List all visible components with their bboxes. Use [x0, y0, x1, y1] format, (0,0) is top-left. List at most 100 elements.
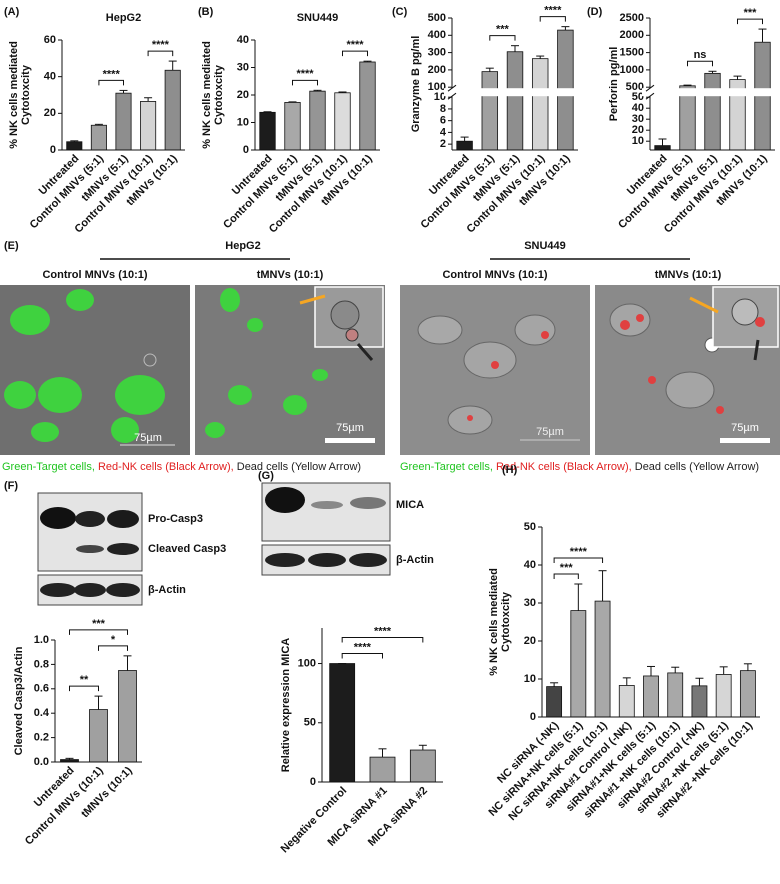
significance-bracket: [341, 653, 383, 659]
panel-label: (G): [258, 470, 274, 482]
break-mark: [447, 84, 457, 92]
panel-label: (A): [4, 6, 20, 18]
break-mark: [645, 84, 655, 92]
caption-item: Dead cells (Yellow Arrow): [635, 461, 759, 473]
y-tick-label: 10: [524, 673, 536, 685]
bar: [309, 90, 326, 151]
bar: [259, 111, 276, 151]
y-tick-label: 0.6: [34, 683, 49, 695]
y-tick-label: 40: [632, 102, 644, 114]
bar: [570, 610, 587, 718]
bar: [594, 600, 611, 718]
significance-label: ****: [152, 39, 170, 51]
bar: [409, 749, 436, 783]
significance-label: ***: [744, 7, 758, 19]
scale-label: 75µm: [731, 422, 759, 434]
y-tick-label: 0.0: [34, 756, 49, 768]
bar: [334, 92, 351, 151]
blot-label: β-Actin: [148, 584, 186, 596]
image-title: tMNVs (10:1): [655, 269, 722, 281]
significance-bracket: [737, 18, 763, 25]
y-tick-label: 100: [428, 81, 446, 93]
bar: [115, 92, 132, 151]
y-axis-label: Cytotoxcity: [213, 64, 225, 125]
bar: [329, 663, 356, 783]
y-axis-label: Cytotoxcity: [500, 591, 512, 652]
scale-label: 75µm: [536, 426, 564, 438]
y-tick-label: 40: [44, 71, 56, 83]
significance-bracket: [147, 50, 174, 57]
significance-label: **: [80, 674, 89, 686]
blot-label: MICA: [396, 499, 424, 511]
y-tick-label: 2000: [620, 29, 644, 41]
caption: Green-Target cells, Red-NK cells (Black …: [400, 461, 759, 473]
significance-bracket: [553, 573, 579, 579]
y-tick-label: 2500: [620, 12, 644, 24]
significance-label: ****: [354, 641, 372, 653]
significance-label: ***: [92, 618, 106, 630]
panel-label: (F): [4, 480, 18, 492]
micrograph: 75µm: [400, 285, 590, 455]
chart-title: SNU449: [297, 12, 339, 24]
western-blot: [37, 492, 143, 606]
y-tick-label: 20: [237, 89, 249, 101]
image-title: Control MNVs (10:1): [442, 269, 547, 281]
chart-title: HepG2: [106, 12, 141, 24]
y-tick-label: 1500: [620, 47, 644, 59]
image-title: Control MNVs (10:1): [42, 269, 147, 281]
bar: [140, 101, 157, 151]
significance-label: ****: [570, 546, 588, 558]
y-axis-label: Cytotoxcity: [20, 64, 32, 125]
break-mark: [447, 92, 457, 100]
significance-bracket: [687, 60, 713, 67]
y-tick-label: 50: [304, 717, 316, 729]
western-blot: [261, 482, 391, 576]
y-tick-label: 500: [428, 12, 446, 24]
significance-label: ns: [694, 49, 707, 61]
bar: [506, 51, 524, 151]
y-tick-label: 1.0: [34, 634, 49, 646]
micrograph: 75µm: [595, 285, 780, 455]
group-title: HepG2: [225, 240, 260, 252]
significance-bracket: [489, 35, 516, 41]
significance-bracket: [98, 645, 128, 651]
group-title: SNU449: [524, 240, 566, 252]
y-tick-label: 60: [44, 34, 56, 46]
y-tick-label: 20: [44, 107, 56, 119]
bar: [359, 61, 376, 151]
significance-bracket: [342, 50, 368, 57]
y-tick-label: 2: [440, 138, 446, 150]
y-tick-label: 6: [440, 115, 446, 127]
significance-label: ****: [544, 5, 562, 17]
image-title: tMNVs (10:1): [257, 269, 324, 281]
bar: [667, 672, 684, 718]
bar: [369, 756, 396, 783]
bar: [284, 102, 301, 151]
y-tick-label: 40: [524, 559, 536, 571]
significance-label: *: [111, 634, 116, 646]
y-axis-label: Cleaved Casp3/Actin: [13, 646, 25, 755]
y-axis-label: Perforin pg/ml: [608, 47, 620, 122]
significance-label: ****: [103, 68, 121, 80]
bar: [481, 71, 499, 151]
y-tick-label: 300: [428, 47, 446, 59]
panel-label: (D): [587, 6, 603, 18]
scale-label: 75µm: [336, 422, 364, 434]
y-axis-label: % NK cells mediated: [201, 41, 213, 149]
y-tick-label: 30: [632, 113, 644, 125]
bar: [546, 686, 563, 718]
significance-label: ***: [496, 24, 510, 36]
y-tick-label: 50: [524, 521, 536, 533]
bar: [618, 685, 635, 718]
y-tick-label: 10: [237, 116, 249, 128]
bar: [715, 674, 732, 718]
axis-break: [642, 88, 777, 97]
y-tick-label: 20: [524, 635, 536, 647]
y-tick-label: 30: [237, 61, 249, 73]
y-tick-label: 100: [298, 657, 316, 669]
y-tick-label: 0: [243, 144, 249, 156]
y-tick-label: 50: [632, 91, 644, 103]
y-tick-label: 30: [524, 597, 536, 609]
x-tick-label: tMNVs (10:1): [79, 764, 135, 820]
